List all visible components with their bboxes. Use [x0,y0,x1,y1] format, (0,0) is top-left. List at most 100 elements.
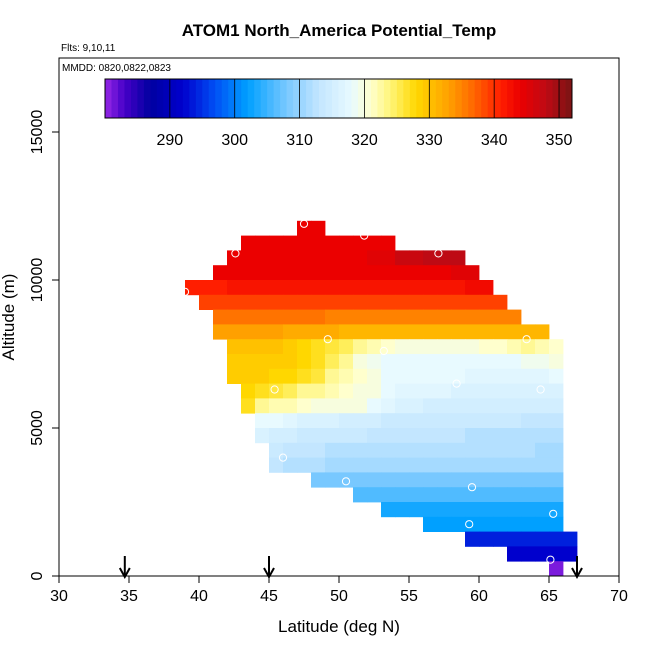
heatmap-cell [395,413,410,429]
heatmap-cell [395,250,410,266]
heatmap-cell [437,516,452,532]
x-axis: 30 35 40 45 50 55 60 65 70 [50,576,628,605]
heatmap-cell [311,413,326,429]
heatmap-cell [437,413,452,429]
heatmap-cell [479,368,494,384]
heatmap-cell [423,265,438,281]
heatmap-cell [255,309,270,325]
colorbar-segment [364,79,372,118]
heatmap-cell [409,294,424,310]
dates-label: MMDD: 0820,0822,0823 [62,63,171,74]
heatmap-cell [479,383,494,399]
colorbar-segment [195,79,203,118]
heatmap-cell [339,413,354,429]
heatmap-cell [381,398,396,414]
heatmap-cell [367,309,382,325]
heatmap-cell [227,309,242,325]
heatmap-cell [479,502,494,518]
heatmap-cell [535,502,550,518]
heatmap-cell [367,324,382,340]
heatmap-cell [269,442,284,458]
heatmap-cell [493,354,508,370]
heatmap-cell [465,280,480,296]
colorbar-segment [280,79,288,118]
heatmap-cell [395,294,410,310]
heatmap-cell [479,487,494,503]
heatmap-cell [269,324,284,340]
colorbar-segment [215,79,223,118]
heatmap-cell [283,265,298,281]
flight-arrow-head [118,567,131,580]
heatmap-cell [241,324,256,340]
heatmap-cell [493,487,508,503]
colorbar-segment [247,79,255,118]
heatmap-cell [395,457,410,473]
x-tick-label: 30 [50,588,68,605]
heatmap-cell [297,265,312,281]
heatmap-cell [535,516,550,532]
heatmap-cell [409,309,424,325]
heatmap-cell [283,339,298,355]
heatmap-cell [409,428,424,444]
colorbar-segment [137,79,145,118]
heatmap-cell [437,354,452,370]
heatmap-cell [381,324,396,340]
heatmap-cell [325,413,340,429]
heatmap-cell [255,235,270,251]
heatmap-cell [395,280,410,296]
heatmap-cell [241,250,256,266]
data-point-marker [278,453,288,462]
heatmap-cell [423,383,438,399]
heatmap-cell [479,398,494,414]
colorbar-segment [416,79,424,118]
heatmap-cell [353,442,368,458]
heatmap-cell [479,472,494,488]
heatmap-cell [507,546,522,562]
heatmap-cell [507,531,522,547]
heatmap-cell [339,294,354,310]
heatmap-cell [437,339,452,355]
colorbar-segment [325,79,333,118]
heatmap-cell [479,457,494,473]
heatmap-cell [493,472,508,488]
heatmap-cell [227,250,242,266]
heatmap-cell [311,280,326,296]
heatmap-cell [311,309,326,325]
colorbar-segment [117,79,125,118]
heatmap-cell [367,398,382,414]
heatmap-cell [297,294,312,310]
heatmap-cell [381,428,396,444]
colorbar-segment [546,79,553,118]
heatmap-cell [409,442,424,458]
heatmap-cell [451,502,466,518]
heatmap-cell [325,280,340,296]
heatmap-cell [381,309,396,325]
heatmap-cell [549,546,564,562]
heatmap-cell [465,368,480,384]
heatmap-cell [269,354,284,370]
heatmap-cell [297,398,312,414]
heatmap-cell [423,368,438,384]
x-tick-label: 55 [400,588,418,605]
heatmap-cell [353,457,368,473]
heatmap-cell [325,339,340,355]
heatmap-cell [241,398,256,414]
colorbar-segment [565,79,573,118]
heatmap-cell [325,472,340,488]
heatmap-cell [493,398,508,414]
heatmap-cell [269,309,284,325]
heatmap-cell [437,487,452,503]
heatmap-cell [395,472,410,488]
heatmap-cell [241,294,256,310]
heatmap-cell [381,294,396,310]
heatmap-cell [465,354,480,370]
heatmap-cell [311,354,326,370]
heatmap-cell [535,354,550,370]
heatmap-cell [255,368,270,384]
heatmap-cell [353,354,368,370]
heatmap-cell [269,368,284,384]
heatmap-cell [409,339,424,355]
x-tick-label: 35 [120,588,138,605]
heatmap-cell [479,354,494,370]
colorbar-segment [150,79,158,118]
